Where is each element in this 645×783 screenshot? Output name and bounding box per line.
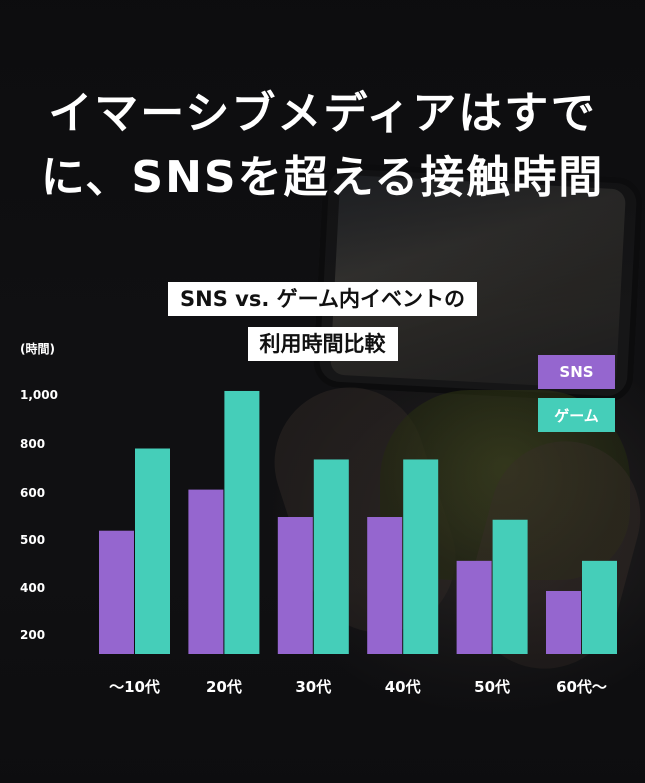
y-tick-label: 400 xyxy=(20,581,45,595)
bar-sns xyxy=(277,517,313,654)
x-tick-label: 〜10代 xyxy=(109,678,160,696)
x-tick-label: 20代 xyxy=(206,678,242,696)
bar-game xyxy=(224,390,260,654)
y-axis-unit: (時間) xyxy=(20,342,55,356)
bar-sns xyxy=(367,517,403,654)
headline-line-1: イマーシブメディアはすで xyxy=(48,88,597,139)
y-tick-label: 200 xyxy=(20,628,45,642)
legend-label-sns: SNS xyxy=(538,355,615,389)
chart-title-line-1: SNS vs. ゲーム内イベントの xyxy=(0,282,645,316)
x-tick-label: 40代 xyxy=(385,678,421,696)
bar-game xyxy=(313,459,349,654)
bar-game xyxy=(492,519,528,654)
bar-sns xyxy=(188,489,224,654)
bar-sns xyxy=(99,530,134,654)
chart-title-line-2: 利用時間比較 xyxy=(0,327,645,361)
y-tick-label: 600 xyxy=(20,486,45,500)
legend-game: ゲーム xyxy=(538,398,615,432)
bar-game xyxy=(403,459,439,654)
bar-game xyxy=(135,448,170,654)
y-tick-label: 800 xyxy=(20,437,45,451)
y-tick-label: 1,000 xyxy=(20,388,58,402)
bar-game xyxy=(582,560,617,654)
y-tick-label: 500 xyxy=(20,533,45,547)
bar-sns xyxy=(546,590,581,654)
legend-label-game: ゲーム xyxy=(538,398,615,432)
x-tick-label: 30代 xyxy=(295,678,331,696)
x-tick-label: 50代 xyxy=(474,678,510,696)
x-tick-label: 60代〜 xyxy=(556,678,607,696)
bar-sns xyxy=(456,560,492,654)
headline: イマーシブメディアはすで に、SNSを超える接触時間 xyxy=(0,82,645,210)
headline-line-2: に、SNSを超える接触時間 xyxy=(40,152,605,203)
legend-sns: SNS xyxy=(538,355,615,389)
